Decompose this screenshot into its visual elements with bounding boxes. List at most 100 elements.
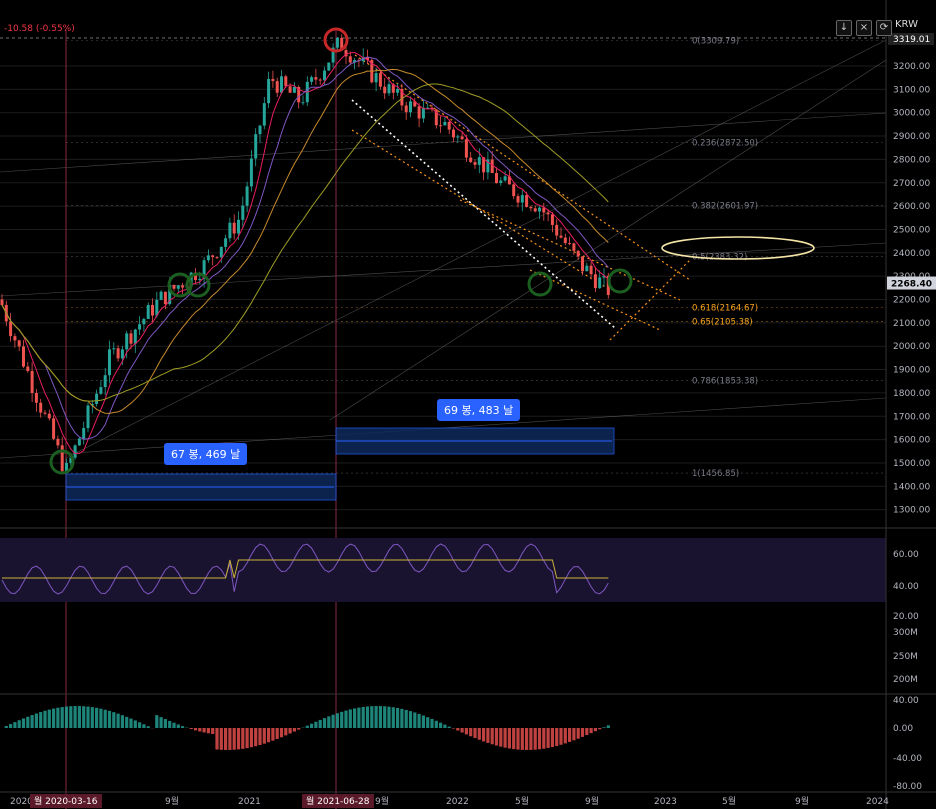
macd-bar	[417, 713, 421, 728]
fib-label: 1(1456.85)	[692, 469, 739, 479]
macd-bar	[568, 728, 572, 742]
macd-bar	[82, 706, 86, 728]
volume-tick-label: 300M	[893, 628, 918, 638]
candle-body	[559, 235, 563, 238]
macd-bar	[344, 710, 348, 728]
macd-bar	[4, 726, 8, 728]
macd-bar	[43, 710, 47, 728]
macd-bar	[56, 707, 60, 728]
candle-body	[228, 222, 232, 239]
channel-line	[529, 269, 661, 331]
macd-bar	[447, 726, 451, 728]
macd-bar	[602, 727, 606, 728]
macd-bar	[443, 724, 447, 728]
macd-bar	[181, 726, 185, 728]
circle-marker	[167, 272, 193, 298]
downtrend-line	[351, 99, 616, 329]
rsi-signal	[2, 559, 609, 579]
candle-body	[374, 73, 378, 83]
candle-body	[77, 438, 81, 446]
candle-body	[391, 84, 395, 93]
candle-body	[168, 284, 172, 305]
macd-bar	[426, 717, 430, 728]
time-tick-label: 2024	[866, 797, 889, 807]
candle-body	[163, 291, 167, 305]
macd-bar	[391, 707, 395, 728]
candle-body	[39, 402, 43, 413]
trend-line	[329, 59, 887, 421]
macd-bar	[374, 706, 378, 728]
macd-bar	[357, 707, 361, 728]
rsi-panel: 60.00 40.00 20.00 300M 250M 200M	[0, 527, 936, 685]
macd-bar	[387, 706, 391, 728]
candle-body	[404, 105, 408, 113]
candle-body	[241, 205, 245, 220]
macd-bar	[353, 708, 357, 728]
macd-bar	[464, 728, 468, 735]
macd-bar	[456, 728, 460, 731]
candle-body	[138, 324, 142, 330]
candle-body	[292, 87, 296, 93]
candle-body	[271, 78, 275, 82]
candle-body	[215, 257, 219, 259]
macd-bar	[133, 720, 137, 728]
candle-body	[116, 348, 120, 359]
macd-bar	[219, 728, 223, 750]
price-tick-label: 1900.00	[893, 366, 930, 376]
macd-bar	[559, 728, 563, 745]
macd-bar	[512, 728, 516, 750]
candle-body	[576, 250, 580, 257]
macd-bar	[258, 728, 262, 746]
candle-body	[525, 195, 529, 207]
candle-body	[224, 238, 228, 247]
macd-bar	[606, 725, 610, 728]
candle-body	[125, 333, 129, 350]
macd-bar	[241, 728, 245, 749]
ma-line	[1, 68, 609, 414]
cursor-time-box	[302, 794, 374, 808]
candle-body	[396, 88, 400, 93]
candle-body	[344, 50, 348, 57]
macd-bar	[546, 728, 550, 748]
rsi-line	[1, 543, 609, 595]
macd-bar	[211, 728, 215, 735]
price-tick-label: 2700.00	[893, 179, 930, 189]
measure-label-1: 67 봉, 469 날	[164, 443, 248, 465]
cursor-time-label: 월 2020-03-16	[34, 795, 98, 807]
fib-retracement: 0(3309.79) 0.236(2872.50) 0.382(2601.97) 0.…	[0, 36, 886, 479]
macd-bar	[13, 722, 17, 728]
candle-body	[490, 159, 494, 173]
macd-bar	[460, 728, 464, 733]
candle-body	[529, 206, 533, 209]
macd-bar	[86, 706, 90, 728]
price-axis[interactable]: 1300.00 1400.00 1500.00 1600.00 1700.00 1800.…	[885, 0, 936, 809]
macd-bar	[60, 707, 64, 728]
candle-body	[30, 371, 34, 393]
price-tick-label: 1300.00	[893, 506, 930, 516]
time-axis[interactable]: 20209월20215월9월20225월9월20235월9월2024월 2020…	[0, 791, 936, 808]
candle-body	[258, 125, 262, 135]
candle-body	[542, 207, 546, 213]
candle-body	[219, 246, 223, 258]
price-tick-label: 1700.00	[893, 412, 930, 422]
macd-bar	[494, 728, 499, 746]
macd-bar	[542, 728, 546, 749]
highlight-ellipse	[661, 236, 815, 260]
price-tick-label: 2400.00	[893, 249, 930, 259]
macd-bar	[310, 723, 314, 728]
candle-body	[280, 76, 283, 93]
candle-body	[17, 340, 21, 347]
refresh-icon[interactable]: ⟳	[876, 20, 892, 36]
ma-line	[1, 83, 609, 402]
currency-label[interactable]: KRW	[895, 19, 918, 30]
macd-bar	[598, 728, 602, 730]
candle-body	[593, 274, 597, 289]
candle-body	[512, 184, 516, 197]
close-icon[interactable]: ×	[856, 20, 872, 36]
candle-body	[108, 349, 111, 376]
candle-body	[211, 255, 215, 258]
download-icon[interactable]: ↓	[836, 20, 852, 36]
candle-body	[387, 84, 391, 94]
price-tick-label: 1400.00	[893, 482, 930, 492]
